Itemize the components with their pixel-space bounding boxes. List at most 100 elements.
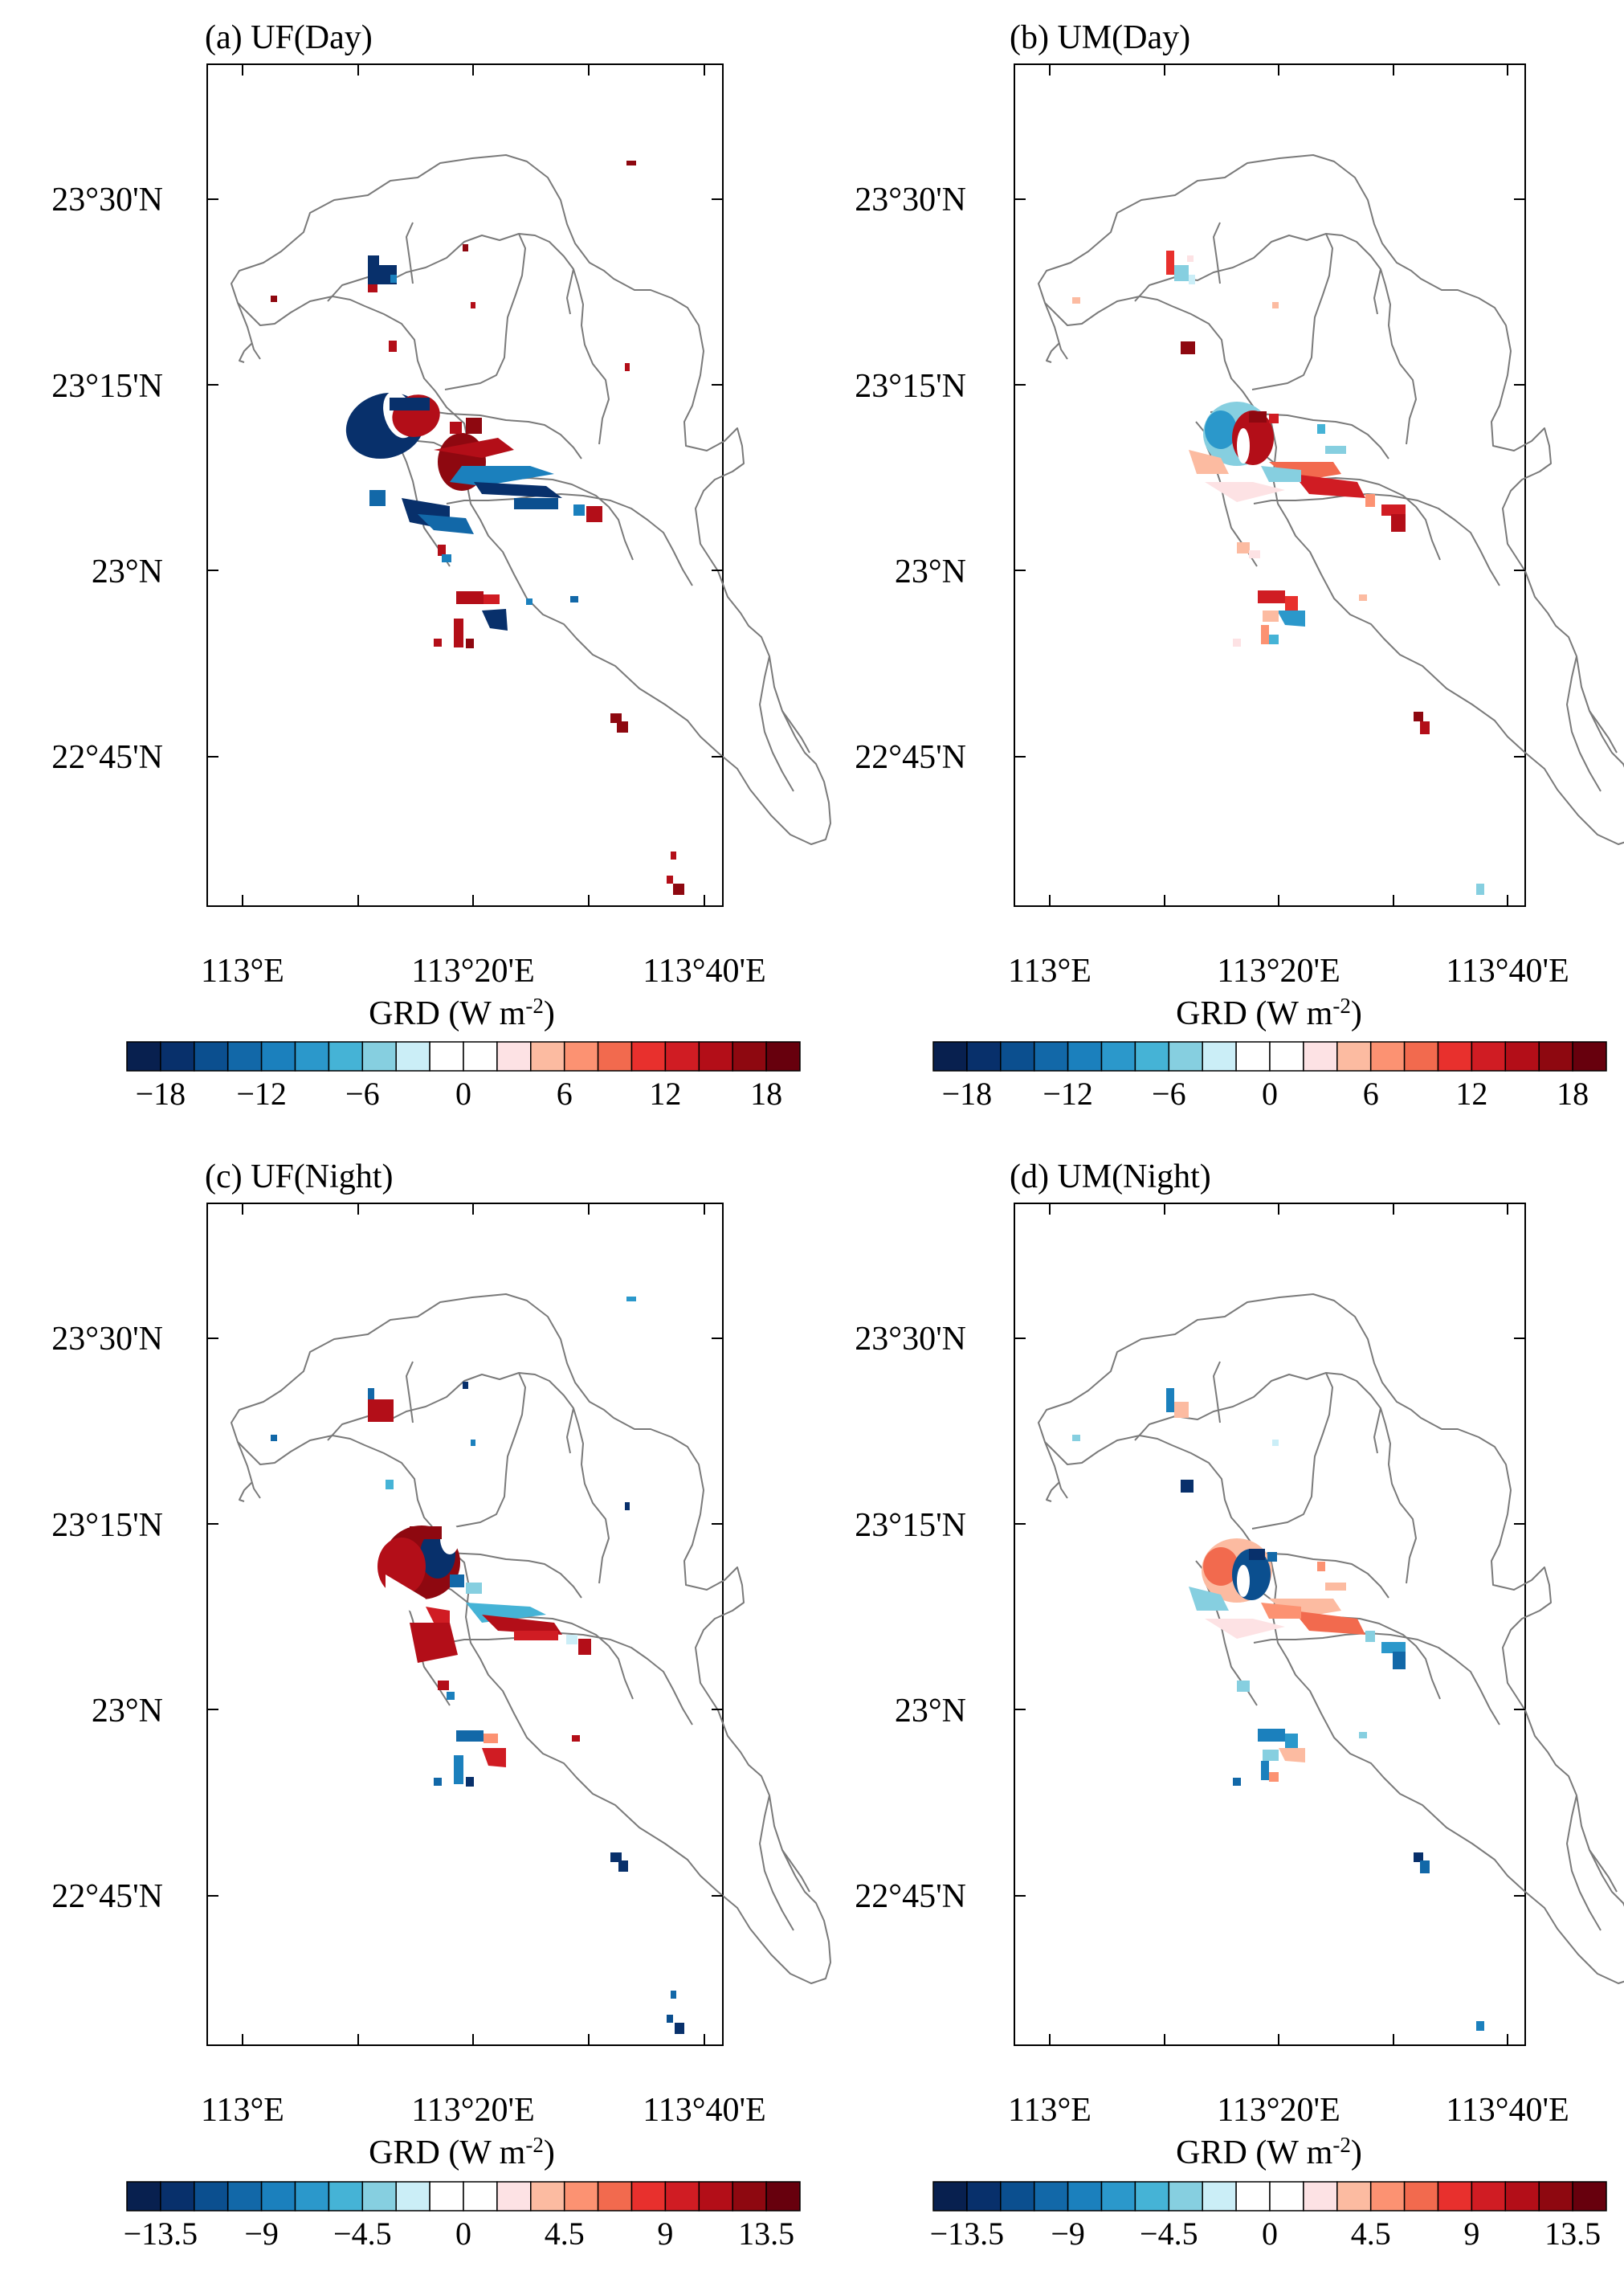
colorbar-label: 12 — [649, 1076, 681, 1112]
colorbar-box — [1134, 1041, 1170, 1072]
colorbar-label: −9 — [1051, 2216, 1085, 2252]
anomaly-field-d — [1072, 1388, 1484, 2031]
colorbar-label: 18 — [1557, 1076, 1589, 1112]
colorbar-box — [226, 1041, 263, 1072]
lat-label-d-2: 23°15'N — [855, 1507, 966, 1544]
colorbar-label: 0 — [1262, 2216, 1278, 2252]
lat-label-b-4: 22°45'N — [855, 739, 966, 776]
colorbar-label: −6 — [345, 1076, 380, 1112]
lon-label-d-2: 113°20'E — [1217, 2092, 1340, 2129]
colorbar-box — [260, 1041, 296, 1072]
colorbar-label: 0 — [455, 2216, 471, 2252]
colorbar-box — [429, 1041, 464, 1072]
colorbar-box — [732, 2181, 767, 2212]
colorbar-box — [260, 2181, 296, 2212]
panel-title-b: (b) UM(Day) — [1010, 19, 1190, 56]
lon-axis-a — [242, 64, 705, 906]
colorbar-label: 6 — [1363, 1076, 1379, 1112]
colorbar-label: 0 — [455, 1076, 471, 1112]
lat-label-d-3: 23°N — [895, 1693, 966, 1730]
colorbar-box — [530, 2181, 565, 2212]
lat-label-b-2: 23°15'N — [855, 368, 966, 405]
lon-axis-b — [1049, 64, 1508, 906]
colorbar-box — [1269, 1041, 1304, 1072]
lon-label-b-2: 113°20'E — [1217, 953, 1340, 990]
colorbar-box — [597, 2181, 633, 2212]
colorbar-box — [1033, 2181, 1069, 2212]
colorbar-box — [1000, 2181, 1035, 2212]
colorbar-box — [361, 2181, 397, 2212]
colorbar-label: 4.5 — [1351, 2216, 1391, 2252]
colorbar-box — [294, 1041, 330, 1072]
colorbar-box — [732, 1041, 767, 1072]
lat-label-a-4: 22°45'N — [51, 739, 163, 776]
colorbar-box — [1303, 1041, 1338, 1072]
anomaly-field-c — [271, 1297, 684, 2034]
colorbar-box — [328, 2181, 364, 2212]
colorbar-label: 13.5 — [1544, 2216, 1601, 2252]
lon-label-a-2: 113°20'E — [411, 953, 534, 990]
lat-label-d-4: 22°45'N — [855, 1878, 966, 1915]
colorbar-box — [194, 1041, 229, 1072]
colorbar-box — [1471, 1041, 1507, 1072]
colorbar-box — [1369, 1041, 1406, 1072]
lat-label-b-1: 23°30'N — [855, 182, 966, 219]
panel-c-uf-night: (c) UF(Night) — [51, 1158, 831, 2252]
colorbar-box — [1000, 1041, 1035, 1072]
colorbar-box — [1437, 1041, 1473, 1072]
colorbar-box — [1504, 1041, 1540, 1072]
colorbar-box — [597, 1041, 633, 1072]
colorbar-label: −12 — [1043, 1076, 1093, 1112]
colorbar-box — [1538, 2181, 1573, 2212]
colorbar-box — [1437, 2181, 1473, 2212]
lat-label-a-3: 23°N — [92, 553, 163, 590]
colorbar-box — [294, 2181, 330, 2212]
colorbar-box — [1269, 2181, 1304, 2212]
colorbar-a: −18 −12 −6 0 6 12 18 — [126, 1041, 801, 1112]
colorbar-box — [1235, 1041, 1271, 1072]
anomaly-field-a — [271, 161, 684, 895]
panel-a-uf-day: (a) UF(Day) — [51, 19, 831, 1112]
colorbar-box — [160, 2181, 195, 2212]
colorbar-label: 18 — [750, 1076, 782, 1112]
colorbar-label: −18 — [136, 1076, 186, 1112]
colorbar-box — [395, 1041, 430, 1072]
colorbar-box — [1134, 2181, 1170, 2212]
map-frame-b — [1014, 63, 1526, 907]
colorbar-box — [126, 1041, 161, 1072]
colorbar-box — [361, 1041, 397, 1072]
panel-b-um-day: (b) UM(Day) — [855, 19, 1624, 1112]
lat-axis-b — [1014, 198, 1525, 758]
colorbar-box — [563, 1041, 599, 1072]
colorbar-title-c: GRD (W m-2) — [369, 2133, 555, 2171]
colorbar-box — [429, 2181, 464, 2212]
colorbar-box — [1067, 1041, 1103, 1072]
lat-label-a-1: 23°30'N — [51, 182, 163, 219]
colorbar-box — [530, 1041, 565, 1072]
colorbar-label: 4.5 — [545, 2216, 585, 2252]
colorbar-box — [1100, 1041, 1136, 1072]
colorbar-label: −4.5 — [1140, 2216, 1198, 2252]
lon-axis-c — [242, 1203, 705, 2045]
panel-title-c: (c) UF(Night) — [205, 1158, 393, 1195]
colorbar-label: 12 — [1455, 1076, 1487, 1112]
colorbar-d: −13.5 −9 −4.5 0 4.5 9 13.5 — [930, 2181, 1607, 2252]
colorbar-box — [966, 1041, 1002, 1072]
colorbar-box — [1572, 1041, 1607, 1072]
colorbar-box — [1369, 2181, 1406, 2212]
colorbar-box — [126, 2181, 161, 2212]
colorbar-box — [1538, 1041, 1573, 1072]
colorbar-box — [698, 1041, 733, 1072]
colorbar-box — [1403, 1041, 1439, 1072]
lon-label-a-3: 113°40'E — [643, 953, 765, 990]
colorbar-box — [1235, 2181, 1271, 2212]
lon-label-d-3: 113°40'E — [1446, 2092, 1569, 2129]
colorbar-box — [1202, 2181, 1237, 2212]
colorbar-box — [1504, 2181, 1540, 2212]
colorbar-box — [932, 2181, 968, 2212]
lon-label-c-1: 113°E — [201, 2092, 284, 2129]
colorbar-label: −18 — [942, 1076, 993, 1112]
colorbar-box — [194, 2181, 229, 2212]
colorbar-box — [630, 2181, 667, 2212]
colorbar-label: 13.5 — [738, 2216, 794, 2252]
